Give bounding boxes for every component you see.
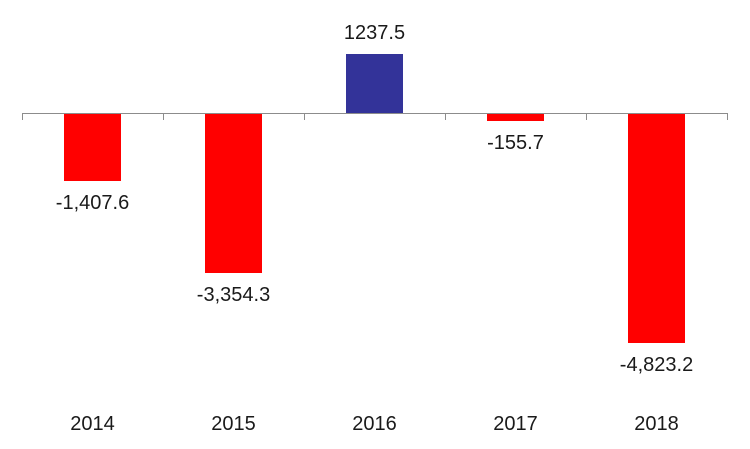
value-label-2014: -1,407.6 [55, 192, 130, 214]
category-label-2017: 2017 [493, 413, 538, 435]
category-label-2018: 2018 [634, 413, 679, 435]
bar-2018 [628, 114, 685, 343]
bar-2014 [64, 114, 121, 181]
axis-tick [22, 113, 23, 120]
value-label-2017: -155.7 [487, 132, 544, 154]
category-label-2014: 2014 [70, 413, 115, 435]
axis-tick [304, 113, 305, 120]
category-label-2016: 2016 [352, 413, 397, 435]
axis-tick [163, 113, 164, 120]
x-axis-line [22, 113, 728, 114]
axis-tick [586, 113, 587, 120]
category-label-2015: 2015 [211, 413, 256, 435]
bar-2016 [346, 54, 403, 113]
bar-2015 [205, 114, 262, 273]
bar-2017 [487, 114, 544, 121]
value-label-2018: -4,823.2 [619, 354, 694, 376]
value-label-2016: 1237.5 [343, 22, 406, 44]
axis-tick [445, 113, 446, 120]
value-label-2015: -3,354.3 [196, 284, 271, 306]
axis-tick [727, 113, 728, 120]
